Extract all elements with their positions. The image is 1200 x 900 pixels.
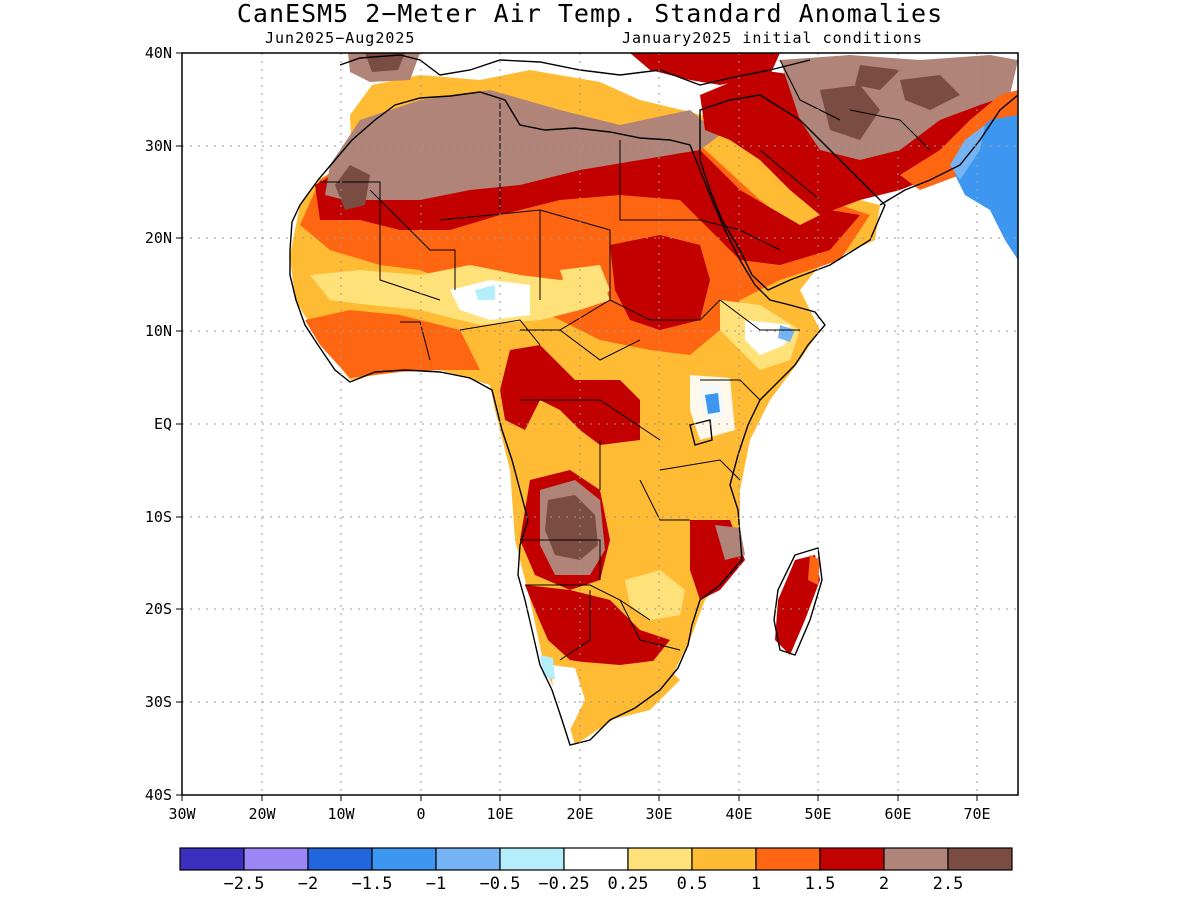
colorbar-swatch — [435, 847, 501, 871]
arabia-coastline — [699, 94, 886, 291]
colorbar-label: −2 — [298, 874, 318, 894]
madagascar-coast — [773, 547, 823, 656]
colorbar-swatch — [819, 847, 885, 871]
lon-label: 40E — [725, 805, 752, 823]
mediterranean-coast — [339, 54, 811, 86]
map-title: CanESM5 2−Meter Air Temp. Standard Anoma… — [236, 0, 944, 28]
colorbar-swatch — [883, 847, 949, 871]
botswana-yellow — [625, 570, 685, 620]
lon-label: 70E — [963, 805, 990, 823]
lat-label: 40N — [145, 44, 172, 62]
colorbar-label: 1 — [751, 874, 761, 894]
sahel-cyan — [475, 285, 495, 300]
lon-label: 20E — [566, 805, 593, 823]
colorbar-swatch — [755, 847, 821, 871]
colorbar-label: 2 — [879, 874, 889, 894]
cape-white — [550, 665, 585, 730]
anomaly-field — [290, 53, 1018, 745]
mediterranean-red — [630, 53, 780, 85]
cape-cyan — [540, 655, 555, 680]
colorbar-label: 2.5 — [933, 874, 964, 894]
colorbar-swatch — [179, 847, 245, 871]
axis-ticks — [176, 52, 978, 801]
colorbar-swatch — [371, 847, 437, 871]
madagascar-orange — [808, 555, 820, 585]
colorbar-swatch — [563, 847, 629, 871]
mozambique-brown — [715, 525, 745, 560]
colorbar — [179, 847, 1013, 871]
colorbar-label: 1.5 — [805, 874, 836, 894]
initial-conditions: January2025 initial conditions — [622, 29, 923, 47]
lon-label: 20W — [248, 805, 276, 823]
colorbar-swatch — [243, 847, 309, 871]
horn-blue — [778, 325, 795, 342]
colorbar-label: −1.5 — [352, 874, 393, 894]
lat-label: 20S — [145, 600, 172, 618]
central-orange-yellow — [560, 265, 610, 305]
namibia-red — [525, 585, 670, 665]
south-africa-orange — [560, 660, 680, 720]
iran-india-coast — [879, 94, 1018, 206]
sudan-red — [610, 235, 710, 330]
forecast-period: Jun2025−Aug2025 — [265, 29, 416, 47]
lat-label: 10S — [145, 508, 172, 526]
india-coast-gradient — [900, 90, 1018, 190]
lat-label: 20N — [145, 229, 172, 247]
lat-label: 40S — [145, 786, 172, 804]
sahara-brown — [325, 90, 720, 200]
lat-label: 30N — [145, 137, 172, 155]
lat-labels: 40N 30N 20N 10N EQ 10S 20S 30S 40S — [145, 44, 172, 804]
africa-coastline — [289, 91, 826, 746]
lake-victoria — [689, 419, 713, 446]
lon-label: 30W — [168, 805, 196, 823]
colorbar-label: −0.25 — [538, 874, 589, 894]
iran-dark-brown — [820, 65, 960, 140]
iberia-dark — [365, 53, 405, 72]
colorbar-swatch — [307, 847, 373, 871]
coastlines — [289, 54, 1018, 746]
west-coast-orange — [305, 310, 480, 378]
colorbar-swatch — [691, 847, 757, 871]
country-borders — [320, 59, 931, 661]
lon-label: 0 — [416, 805, 425, 823]
gridlines — [182, 53, 1018, 795]
colorbar-swatch — [627, 847, 693, 871]
lat-label: 30S — [145, 693, 172, 711]
north-africa-red — [315, 140, 860, 265]
lat-label: EQ — [154, 415, 172, 433]
colorbar-label: −2.5 — [224, 874, 265, 894]
colorbar-label: −1 — [426, 874, 446, 894]
angola-dark-brown — [545, 495, 598, 560]
lon-labels: 30W 20W 10W 0 10E 20E 30E 40E 50E 60E 70… — [168, 805, 990, 823]
colorbar-labels: −2.5 −2 −1.5 −1 −0.5 −0.25 0.25 0.5 1 1.5 2 2.5 — [224, 874, 964, 894]
sahara-dark-brown — [335, 165, 370, 210]
lon-label: 10W — [327, 805, 355, 823]
lon-label: 30E — [645, 805, 672, 823]
lon-label: 50E — [804, 805, 831, 823]
colorbar-label: 0.25 — [608, 874, 649, 894]
colorbar-label: −0.5 — [480, 874, 521, 894]
colorbar-label: 0.5 — [677, 874, 708, 894]
central-red — [500, 345, 640, 445]
horn-white — [745, 320, 790, 355]
colorbar-swatch — [947, 847, 1013, 871]
lon-label: 60E — [884, 805, 911, 823]
east-africa-lake-blue — [705, 393, 720, 414]
lon-label: 10E — [486, 805, 513, 823]
colorbar-swatch — [499, 847, 565, 871]
lat-label: 10N — [145, 322, 172, 340]
arabia-brown — [780, 55, 1018, 160]
